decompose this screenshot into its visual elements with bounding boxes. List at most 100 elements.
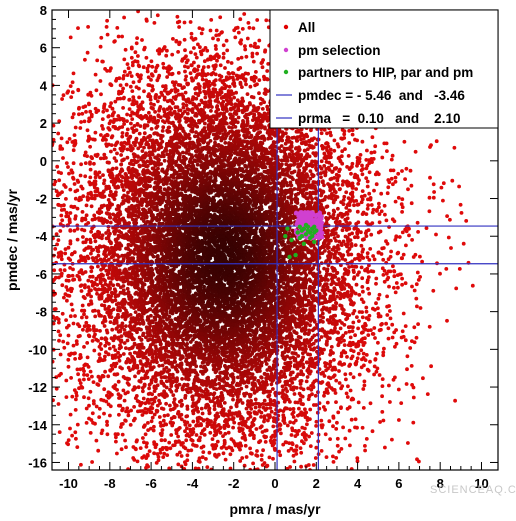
point-all <box>141 396 146 401</box>
point-all <box>304 196 309 201</box>
point-all <box>429 364 433 369</box>
point-all <box>105 108 109 113</box>
point-all <box>340 127 345 132</box>
point-all <box>368 247 373 251</box>
point-all <box>66 438 71 442</box>
point-all <box>314 445 319 450</box>
point-all <box>121 406 125 411</box>
point-all <box>215 105 219 109</box>
point-all <box>65 298 69 303</box>
point-all <box>335 443 340 448</box>
point-all <box>374 281 378 286</box>
point-all <box>351 397 356 402</box>
point-all <box>157 73 162 78</box>
point-all <box>271 424 276 429</box>
point-all <box>212 407 217 412</box>
point-all <box>319 418 324 423</box>
point-all <box>68 412 73 417</box>
point-all <box>76 26 80 30</box>
point-all <box>179 454 184 458</box>
point-all <box>183 48 187 53</box>
point-all <box>328 437 332 441</box>
point-all <box>81 194 86 199</box>
point-all <box>130 117 135 121</box>
point-all <box>359 339 364 344</box>
point-all <box>84 110 88 114</box>
point-all <box>57 119 62 124</box>
point-all <box>267 455 272 460</box>
point-all <box>394 234 399 239</box>
point-all <box>126 390 130 395</box>
point-all <box>279 149 283 154</box>
point-all <box>225 48 230 53</box>
point-all <box>409 364 414 368</box>
point-all <box>150 415 155 420</box>
point-all <box>238 17 243 22</box>
point-all <box>230 126 234 130</box>
point-all <box>308 444 313 448</box>
point-all <box>64 210 69 215</box>
point-all <box>252 436 256 441</box>
point-all <box>115 451 119 456</box>
point-all <box>342 194 347 199</box>
point-all <box>60 218 65 223</box>
point-all <box>109 101 113 105</box>
point-all <box>88 431 93 435</box>
point-all <box>82 377 86 382</box>
point-all <box>160 363 165 368</box>
point-all <box>346 384 350 389</box>
point-all <box>71 321 76 326</box>
point-all <box>441 198 445 203</box>
point-all <box>195 162 200 167</box>
point-all <box>351 375 356 380</box>
point-all <box>183 69 187 74</box>
point-all <box>207 406 212 411</box>
point-all <box>264 18 269 23</box>
point-all <box>367 191 372 196</box>
point-all <box>131 418 136 423</box>
point-all <box>140 413 145 417</box>
point-all <box>151 87 155 92</box>
point-all <box>122 122 126 126</box>
point-all <box>299 464 303 469</box>
point-all <box>92 334 96 339</box>
point-all <box>333 326 337 331</box>
point-all <box>89 204 94 209</box>
point-all <box>355 456 360 461</box>
point-all <box>102 324 107 328</box>
point-all <box>142 145 146 150</box>
point-all <box>66 357 71 362</box>
point-all <box>177 108 182 113</box>
point-all <box>136 385 141 390</box>
point-all <box>74 397 78 402</box>
point-all <box>68 266 72 270</box>
point-all <box>183 77 188 82</box>
point-all <box>138 446 143 450</box>
point-all <box>244 384 249 389</box>
point-all <box>93 72 98 77</box>
point-all <box>159 375 164 380</box>
point-all <box>61 156 65 160</box>
point-all <box>192 68 196 73</box>
point-all <box>88 144 92 149</box>
point-all <box>415 220 420 225</box>
point-all <box>355 209 360 214</box>
point-all <box>350 231 354 236</box>
point-all <box>70 433 74 438</box>
point-all <box>366 286 370 291</box>
point-all <box>173 207 178 212</box>
point-all <box>185 382 190 387</box>
point-all <box>102 178 107 183</box>
point-all <box>283 361 288 366</box>
point-all <box>396 195 401 200</box>
point-all <box>141 389 145 394</box>
point-all <box>129 74 134 78</box>
point-all <box>148 138 153 143</box>
point-all <box>202 427 207 432</box>
point-all <box>315 332 320 337</box>
point-all <box>367 313 372 318</box>
point-all <box>355 356 360 361</box>
point-all <box>84 213 89 218</box>
point-all <box>248 84 253 89</box>
